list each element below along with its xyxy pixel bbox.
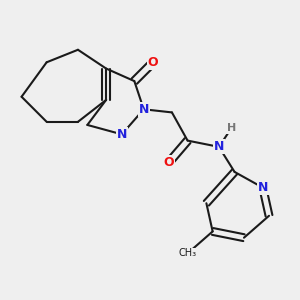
Text: O: O [148, 56, 158, 69]
Text: N: N [214, 140, 224, 153]
Text: N: N [258, 181, 268, 194]
Text: O: O [164, 156, 174, 169]
Text: CH₃: CH₃ [178, 248, 197, 258]
Text: H: H [227, 123, 236, 133]
Text: N: N [139, 103, 149, 116]
Text: N: N [117, 128, 127, 141]
